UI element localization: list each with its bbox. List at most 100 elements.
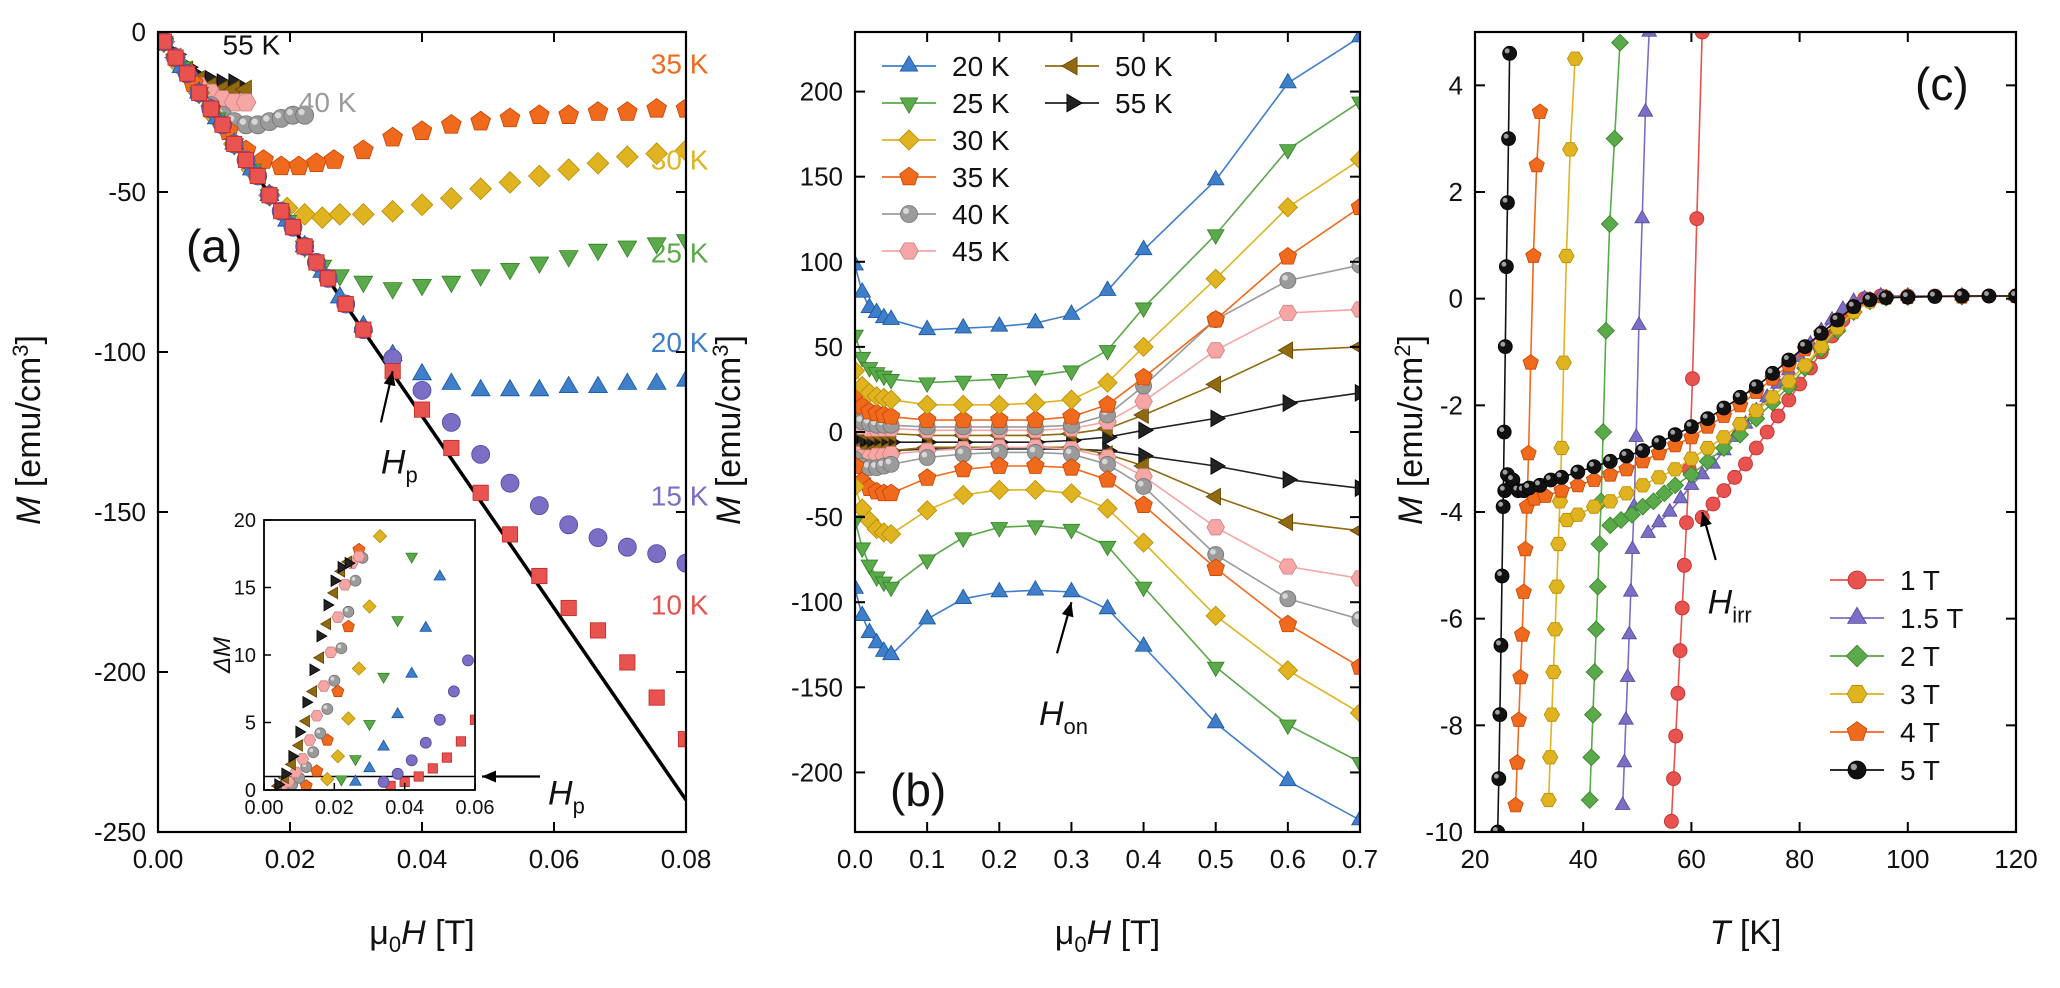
legend-item-45-k: 45 K: [882, 236, 1010, 267]
data-point: [1277, 197, 1299, 218]
data-point: [471, 444, 491, 464]
y-tick-label: -150: [791, 672, 843, 702]
series-line-fc: [1701, 295, 2016, 518]
legend-item-40-k: 40 K: [882, 199, 1010, 230]
inset-data-point: [330, 749, 346, 764]
data-point: [1668, 728, 1684, 744]
x-axis-label-subscript: 0: [389, 932, 401, 957]
inset-data-point: [331, 684, 345, 697]
inset-data-point: [323, 598, 335, 612]
data-point: [1759, 424, 1775, 440]
data-point: [867, 632, 886, 649]
data-point: [1205, 268, 1226, 289]
data-point: [412, 380, 432, 400]
data-point: [472, 484, 489, 501]
inset-data-point: [419, 736, 432, 749]
data-point: [1134, 636, 1153, 652]
data-point: [310, 206, 334, 229]
data-point-highlight: [263, 115, 270, 122]
data-point: [1350, 301, 1360, 318]
data-point: [1634, 209, 1651, 224]
inset-data-point: [349, 755, 362, 767]
data-point-highlight: [1881, 292, 1887, 298]
data-point: [953, 484, 974, 506]
inset-data-point-highlight: [323, 705, 328, 709]
data-point: [1205, 487, 1221, 506]
x-tick-label: 80: [1785, 844, 1814, 874]
plot-area: [855, 32, 1360, 826]
data-point: [1098, 540, 1117, 557]
data-point: [1278, 246, 1298, 265]
inset-data-point: [341, 711, 356, 726]
annotation-arrow-head: [383, 371, 396, 387]
data-point: [586, 151, 610, 175]
annotation-symbol: H: [1708, 583, 1733, 621]
y-tick-label: -2: [1440, 390, 1463, 420]
data-point: [1927, 289, 1943, 304]
data-point: [1682, 465, 1701, 484]
data-point: [855, 360, 866, 381]
data-point: [676, 553, 686, 573]
inset-data-point: [363, 761, 376, 773]
data-point: [1640, 524, 1657, 538]
data-point: [529, 378, 550, 397]
data-point: [1553, 482, 1570, 498]
data-point: [1663, 813, 1679, 829]
inset-series-10-k: [385, 714, 475, 790]
y-tick-label: 0: [132, 17, 146, 47]
data-point: [500, 473, 520, 493]
legend-marker: [1060, 56, 1078, 76]
x-tick-label: 0.3: [1053, 844, 1089, 874]
data-point: [1765, 365, 1780, 381]
x-axis-label-unit: [T]: [426, 914, 475, 952]
legend-item-35-k: 35 K: [882, 162, 1010, 193]
data-point: [1622, 505, 1641, 524]
data-point: [498, 171, 522, 194]
inset-hp-label: Hp: [548, 775, 585, 819]
data-point: [202, 100, 219, 117]
data-point: [855, 476, 866, 497]
inset-background: [264, 520, 475, 790]
data-point: [410, 193, 434, 217]
data-point: [1770, 408, 1786, 424]
data-point: [1350, 96, 1360, 113]
data-point: [1748, 403, 1765, 418]
data-point-highlight: [1735, 392, 1741, 398]
data-point: [1206, 712, 1225, 729]
data-point-highlight: [1589, 461, 1595, 467]
data-point-highlight: [921, 451, 928, 458]
data-point: [353, 139, 374, 160]
data-point: [1133, 336, 1154, 358]
data-point: [1540, 792, 1557, 808]
inset-data-point: [298, 714, 310, 728]
inset-data-point: [341, 619, 355, 633]
inset-data-point: [307, 746, 320, 759]
data-point: [1062, 523, 1081, 540]
data-point: [881, 406, 901, 425]
data-point-highlight: [1499, 427, 1505, 432]
data-point: [1587, 620, 1606, 639]
inset-x-tick-label: 0.00: [245, 797, 284, 819]
data-point: [882, 581, 901, 598]
data-point-highlight: [1101, 458, 1108, 465]
legend-marker: [900, 205, 918, 223]
legend-label: 1.5 T: [1900, 603, 1963, 634]
data-point: [560, 599, 577, 617]
series-label-20-k: 20 K: [651, 327, 709, 358]
data-point: [158, 33, 172, 50]
inset-data-point: [405, 754, 418, 767]
data-point-highlight: [286, 108, 293, 116]
panel-label: (a): [186, 220, 242, 272]
data-point: [1501, 131, 1516, 147]
data-point: [860, 559, 879, 576]
data-point: [355, 321, 372, 338]
data-point: [439, 187, 463, 210]
data-point: [1522, 354, 1539, 370]
data-point: [1611, 33, 1629, 52]
inset-data-point: [330, 574, 342, 588]
data-point: [413, 401, 431, 418]
data-point: [323, 149, 345, 169]
data-point: [1715, 430, 1733, 445]
legend: 1 T 1.5 T 2 T 3 T 4 T 5 T: [1830, 565, 1963, 786]
